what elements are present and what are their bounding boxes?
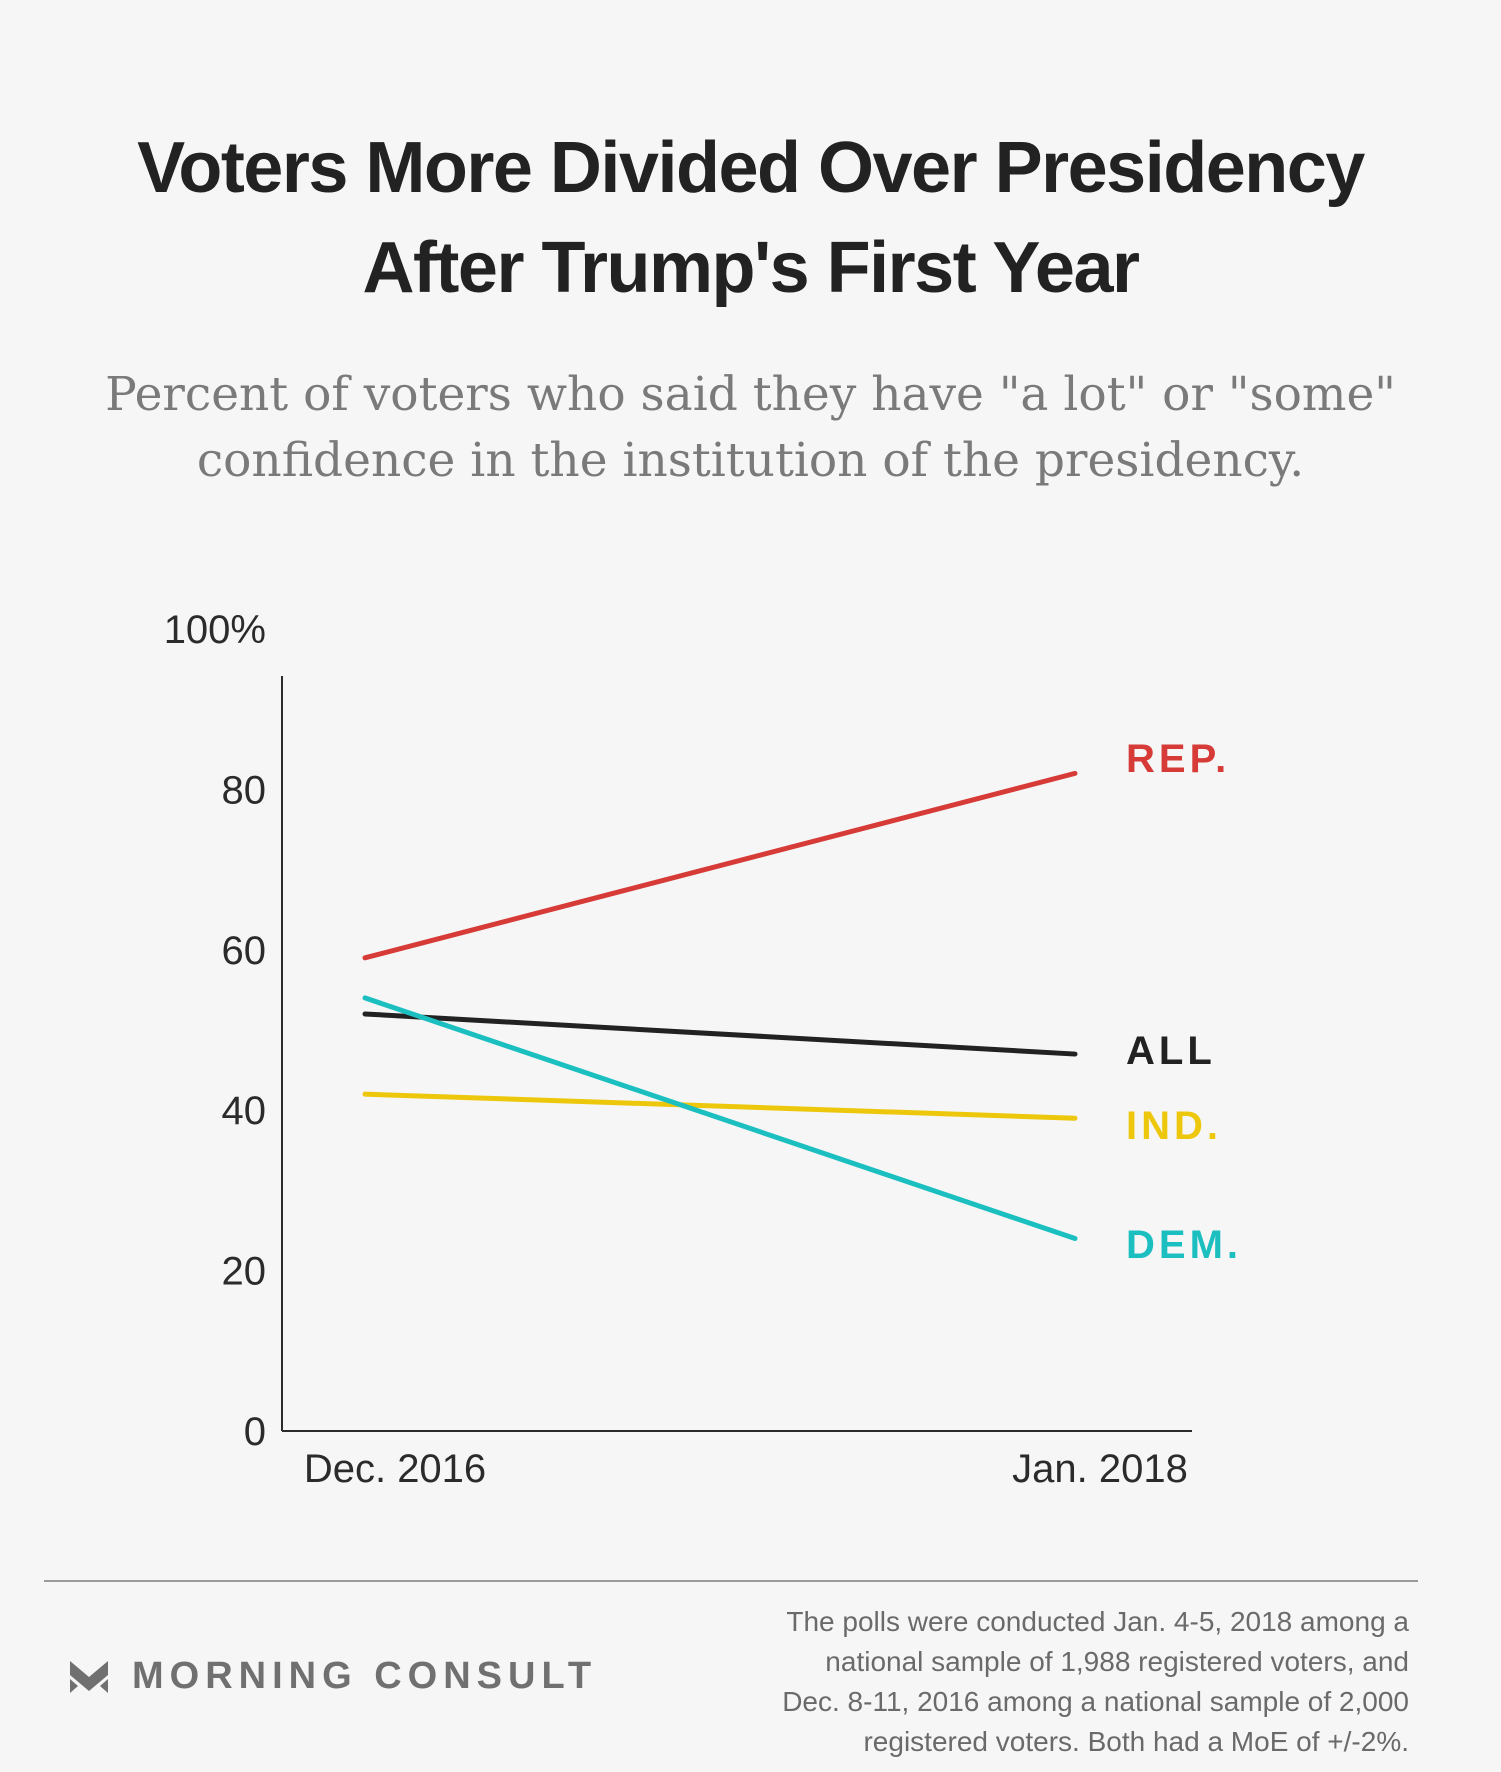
y-tick-label: 100% [164, 608, 266, 652]
brand-name: MORNING CONSULT [132, 1654, 598, 1697]
series-lines [362, 770, 1078, 1242]
x-tick-label: Dec. 2016 [304, 1447, 486, 1491]
series-label: IND. [1126, 1104, 1222, 1148]
chart-subtitle: Percent of voters who said they have "a … [0, 362, 1501, 494]
series-label: ALL [1126, 1029, 1216, 1073]
y-tick-label: 20 [222, 1250, 267, 1294]
line-chart: 0 20 40 60 80 100% Dec. 2016 Jan. 2018 REP. ALL… [164, 608, 1242, 1491]
subtitle-line-2: confidence in the institution of the pre… [196, 433, 1305, 488]
y-tick-label: 60 [222, 929, 267, 973]
x-tick-labels: Dec. 2016 Jan. 2018 [304, 1447, 1188, 1491]
note-line-3: Dec. 8-11, 2016 among a national sample … [782, 1686, 1409, 1717]
y-tick-labels: 0 20 40 60 80 100% [164, 608, 266, 1454]
note-line-2: national sample of 1,988 registered vote… [825, 1646, 1409, 1677]
series-labels: REP. ALL IND. DEM. [1126, 737, 1242, 1267]
y-tick-label: 0 [244, 1410, 266, 1454]
footer-divider [44, 1580, 1418, 1582]
series-line [362, 1091, 1078, 1121]
series-label: REP. [1126, 737, 1230, 781]
title-line-1: Voters More Divided Over Presidency [137, 128, 1365, 208]
morning-consult-chevron-icon [70, 1661, 108, 1693]
title-line-2: After Trump's First Year [362, 228, 1140, 308]
x-tick-label: Jan. 2018 [1012, 1447, 1188, 1491]
subtitle-line-1: Percent of voters who said they have "a … [105, 367, 1396, 422]
methodology-note: The polls were conducted Jan. 4-5, 2018 … [649, 1602, 1409, 1762]
note-line-4: registered voters. Both had a MoE of +/-… [863, 1726, 1409, 1757]
chart-title: Voters More Divided Over Presidency Afte… [0, 118, 1501, 318]
brand-logo: MORNING CONSULT [70, 1652, 597, 1700]
y-tick-label: 40 [222, 1089, 267, 1133]
series-line [362, 1011, 1078, 1057]
y-tick-label: 80 [222, 768, 267, 812]
series-line [362, 995, 1078, 1242]
note-line-1: The polls were conducted Jan. 4-5, 2018 … [786, 1606, 1409, 1637]
series-label: DEM. [1126, 1223, 1242, 1267]
series-line [362, 770, 1078, 961]
